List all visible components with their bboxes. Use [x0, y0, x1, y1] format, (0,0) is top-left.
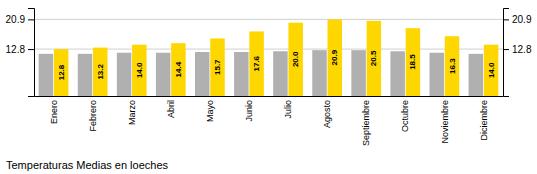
bar: [132, 45, 146, 96]
tick-label: Septiembre: [361, 100, 371, 146]
data-label: 14.4: [174, 61, 183, 77]
tick: Diciembre: [479, 96, 489, 141]
axis-line: [504, 9, 510, 97]
y-axis-right: 12.8 20.9: [503, 9, 532, 97]
bar: [288, 23, 302, 96]
bar: [249, 31, 263, 96]
tick: Junio: [244, 96, 254, 122]
tick-label: 12.8: [6, 44, 26, 55]
tick-label: Diciembre: [479, 100, 489, 141]
x-axis: Enero Febrero Marzo Abril Mayo Junio Julio Agos…: [35, 96, 504, 146]
data-label: 15.7: [213, 59, 222, 75]
bar: [156, 53, 170, 96]
data-label: 20.9: [330, 49, 339, 65]
bar: [390, 51, 404, 96]
bar: [445, 36, 459, 96]
bar: [430, 53, 444, 96]
tick-mark: [503, 19, 509, 20]
tick: Febrero: [88, 96, 98, 132]
tick: 20.9: [503, 14, 532, 25]
tick: Marzo: [127, 96, 137, 125]
tick-label: Octubre: [400, 100, 410, 132]
data-label: 18.5: [408, 54, 417, 70]
tick-label: Agosto: [322, 100, 332, 128]
data-label: 14.0: [487, 62, 496, 78]
bar: [54, 49, 68, 96]
bar: [312, 50, 326, 96]
tick-mark: [28, 49, 34, 50]
bar: [351, 50, 365, 96]
bars: [39, 19, 499, 96]
tick-label: Noviembre: [440, 100, 450, 144]
bar: [171, 43, 185, 96]
tick-label: 20.9: [6, 14, 26, 25]
tick: Mayo: [205, 96, 215, 122]
bar: [273, 51, 287, 96]
bar: [210, 38, 224, 96]
tick-label: Enero: [49, 100, 59, 124]
tick: Abril: [166, 96, 176, 118]
bar: [367, 21, 381, 96]
grid-line: [34, 19, 503, 20]
data-labels: 12.8 13.2 14.0 14.4 15.7 17.6 20.0 20.9 20.5 18.5…: [57, 49, 496, 80]
data-label: 20.5: [369, 50, 378, 66]
tick: 12.8: [503, 44, 532, 55]
bar: [328, 19, 342, 96]
tick-label: Julio: [283, 100, 293, 119]
bar: [195, 52, 209, 96]
title: Temperaturas Medias en loeches: [6, 159, 169, 171]
tick-label: Junio: [244, 100, 254, 122]
tick: Enero: [49, 96, 59, 124]
axis-line: [28, 9, 35, 97]
tick-label: 20.9: [512, 14, 532, 25]
data-label: 14.0: [135, 62, 144, 78]
tick-mark: [503, 49, 509, 50]
tick-label: Marzo: [127, 100, 137, 125]
data-label: 20.0: [291, 51, 300, 67]
tick-label: 12.8: [512, 44, 532, 55]
bar: [469, 54, 483, 96]
tick: Noviembre: [440, 96, 450, 144]
bar: [484, 45, 498, 96]
tick: 20.9: [6, 14, 34, 25]
tick: Agosto: [322, 96, 332, 128]
data-label: 17.6: [252, 55, 261, 71]
bar-series: [54, 19, 498, 96]
tick: 12.8: [6, 44, 34, 55]
tick: Julio: [283, 96, 293, 119]
tick-label: Febrero: [88, 100, 98, 132]
tick: Octubre: [400, 96, 410, 132]
data-label: 12.8: [57, 64, 66, 80]
tick-mark: [28, 19, 34, 20]
tick: Septiembre: [361, 96, 371, 146]
data-label: 16.3: [448, 58, 457, 74]
tick-label: Abril: [166, 100, 176, 118]
grid: [34, 19, 503, 49]
bar: [406, 28, 420, 96]
bar: [39, 54, 53, 96]
bar: [117, 53, 131, 96]
bar: [78, 54, 92, 96]
tick-label: Mayo: [205, 100, 215, 122]
chart: 12.8 20.9 12.8 20.9 Enero Febrero Marzo Abril Ma…: [0, 0, 537, 174]
y-axis: 12.8 20.9: [6, 9, 35, 97]
data-label: 13.2: [96, 63, 105, 79]
axis-line: [35, 96, 504, 97]
bar: [93, 48, 107, 96]
bar: [234, 52, 248, 96]
